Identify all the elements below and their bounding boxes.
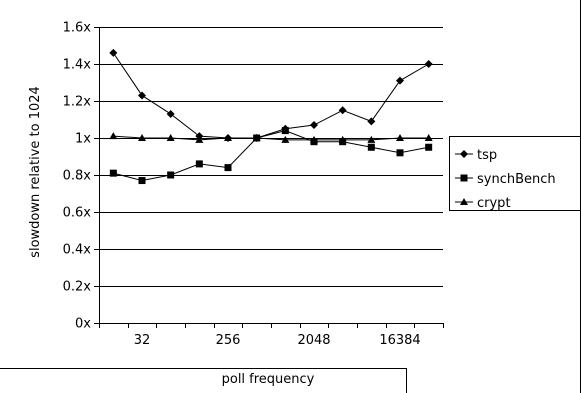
y-tick-label: 0x <box>75 317 91 332</box>
data-point-crypt <box>109 132 118 140</box>
data-point-crypt <box>281 135 290 143</box>
legend: tsp synchBench crypt <box>449 136 581 211</box>
x-tick-label: 16384 <box>379 333 420 348</box>
data-point-synchBench <box>138 177 146 185</box>
data-point-crypt <box>396 134 404 141</box>
data-point-crypt <box>367 135 376 143</box>
data-point-tsp <box>109 48 118 57</box>
data-point-crypt <box>310 135 318 143</box>
legend-box <box>449 136 581 211</box>
y-tick-label: 1.4x <box>63 58 92 73</box>
y-tick-label: 1.2x <box>63 95 92 110</box>
y-tick-label: 0.4x <box>63 243 92 258</box>
data-point-synchBench <box>109 169 117 177</box>
data-point-synchBench <box>425 143 433 151</box>
series-line-crypt <box>113 135 429 141</box>
data-point-synchBench <box>167 171 175 179</box>
data-point-tsp <box>367 117 376 126</box>
legend-label: synchBench <box>477 172 556 187</box>
y-axis-title: slowdown relative to 1024 <box>28 86 43 258</box>
data-point-crypt <box>166 134 175 141</box>
legend-label: tsp <box>477 148 497 163</box>
legend-item-tsp: tsp <box>455 148 497 163</box>
legend-marker <box>460 150 468 158</box>
data-point-tsp <box>138 91 146 100</box>
y-tick-label: 0.8x <box>63 169 92 184</box>
y-tick-label: 1x <box>75 132 91 147</box>
y-tick-label: 1.6x <box>63 21 92 36</box>
x-tick-label: 32 <box>134 333 151 348</box>
data-point-crypt <box>138 134 146 141</box>
data-point-tsp <box>310 121 318 130</box>
x-tick-label: 2048 <box>297 333 330 348</box>
series-line-synchBench <box>113 130 429 182</box>
data-point-synchBench <box>195 160 203 168</box>
data-point-synchBench <box>224 164 232 172</box>
data-point-crypt <box>224 134 232 141</box>
data-point-synchBench <box>396 149 404 157</box>
legend-marker <box>460 174 468 182</box>
legend-item-synchBench: synchBench <box>455 172 556 187</box>
series-line-tsp <box>112 52 429 139</box>
y-tick-label: 0.2x <box>63 280 92 295</box>
data-point-tsp <box>338 106 347 115</box>
legend-marker <box>460 198 468 205</box>
data-point-synchBench <box>281 127 289 135</box>
x-axis-title: poll frequency <box>222 372 315 387</box>
data-point-tsp <box>166 109 175 118</box>
series-layer <box>109 48 433 185</box>
data-point-crypt <box>195 135 204 143</box>
x-axis-ticks: 32 256 2048 16384 <box>99 323 444 348</box>
data-point-tsp <box>396 76 404 85</box>
data-point-synchBench <box>367 143 375 151</box>
legend-items: tsp synchBench crypt <box>455 148 556 211</box>
data-point-tsp <box>424 60 433 68</box>
data-point-crypt <box>424 134 433 141</box>
legend-item-crypt: crypt <box>455 196 511 211</box>
legend-label: crypt <box>477 196 511 211</box>
data-point-crypt <box>338 135 347 143</box>
series-crypt <box>109 132 433 143</box>
y-axis-ticks: 0x 0.2x 0.4x 0.6x 0.8x 1x 1.2x 1.4x 1.6x <box>63 21 99 332</box>
x-tick-label: 256 <box>216 333 241 348</box>
y-tick-label: 0.6x <box>63 206 92 221</box>
data-point-crypt <box>252 134 261 141</box>
